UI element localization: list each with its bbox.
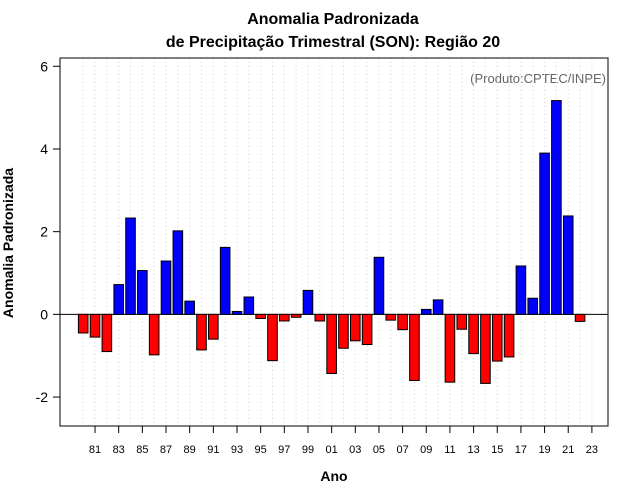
bar-1981 <box>89 313 101 338</box>
bar-1987 <box>160 260 172 315</box>
y-tick-label: -2 <box>36 389 49 405</box>
x-tick-label: 17 <box>515 444 527 456</box>
x-tick-label: 11 <box>444 444 455 456</box>
bar-1988 <box>172 230 184 315</box>
bar-2007 <box>397 313 408 331</box>
x-tick-label: 15 <box>491 444 503 456</box>
bar-2002 <box>338 313 349 349</box>
x-axis-title: Ano <box>320 468 347 484</box>
bar-2018 <box>527 297 539 315</box>
bar-1989 <box>184 300 195 315</box>
y-tick-label: 0 <box>40 306 48 322</box>
bar-2009 <box>420 308 432 315</box>
bar-1991 <box>208 313 219 340</box>
x-tick-label: 85 <box>136 444 148 456</box>
bar-2004 <box>361 313 373 346</box>
x-tick-label: 23 <box>586 444 598 456</box>
bar-2016 <box>503 313 515 358</box>
x-tick-label: 93 <box>231 444 243 456</box>
bar-1980 <box>77 313 89 334</box>
x-tick-label: 99 <box>302 444 314 456</box>
plot-frame <box>59 57 609 427</box>
bar-2006 <box>385 313 397 321</box>
x-tick-label: 09 <box>420 444 432 456</box>
bar-1992 <box>219 246 231 315</box>
bar-1990 <box>196 313 207 351</box>
x-tick-label: 87 <box>160 444 172 456</box>
x-tick-label: 19 <box>538 444 550 456</box>
bar-1994 <box>243 296 255 315</box>
bar-2010 <box>432 299 444 315</box>
x-tick-label: 07 <box>396 444 408 456</box>
bar-2017 <box>515 265 527 315</box>
x-tick-label: 97 <box>278 444 290 456</box>
bar-2014 <box>480 313 491 384</box>
bar-2011 <box>444 313 456 383</box>
y-tick-label: 4 <box>40 141 48 157</box>
y-tick-label: 2 <box>40 224 48 240</box>
grid-lines <box>82 58 593 426</box>
bar-2021 <box>562 215 574 315</box>
x-tick-label: 13 <box>467 444 479 456</box>
bar-1999 <box>302 289 314 315</box>
bar-2019 <box>539 152 550 315</box>
bar-2015 <box>491 313 503 362</box>
y-axis-title: Anomalia Padronizada <box>0 168 16 318</box>
bar-2001 <box>326 313 337 374</box>
bars <box>77 100 586 384</box>
bar-1993 <box>231 310 243 315</box>
bar-2012 <box>456 313 468 330</box>
chart-title: Anomalia Padronizada <box>247 11 419 28</box>
bar-2022 <box>574 313 586 322</box>
bar-2003 <box>349 313 361 342</box>
x-tick-label: 05 <box>373 444 385 456</box>
bar-1986 <box>148 313 160 356</box>
x-tick-label: 91 <box>207 444 219 456</box>
credit-label: (Produto:CPTEC/INPE) <box>470 71 606 86</box>
bar-1983 <box>113 284 124 315</box>
bar-2005 <box>373 256 385 315</box>
bar-2008 <box>409 313 420 382</box>
x-tick-label: 83 <box>113 444 125 456</box>
x-tick-label: 01 <box>326 444 338 456</box>
y-tick-label: 6 <box>40 58 48 74</box>
x-tick-label: 95 <box>255 444 267 456</box>
bar-1996 <box>267 313 278 362</box>
bar-1984 <box>125 217 136 315</box>
bar-2000 <box>314 313 326 322</box>
bar-1995 <box>255 313 266 319</box>
x-tick-label: 21 <box>562 444 574 456</box>
x-axis: 81 83 85 87 89 91 93 95 97 99 01 03 05 07 09 11 13 15 17 19… <box>89 426 598 456</box>
bar-1982 <box>101 313 113 353</box>
x-tick-label: 03 <box>349 444 361 456</box>
x-tick-label: 81 <box>89 444 101 456</box>
bar-1998 <box>290 313 302 318</box>
bar-2013 <box>468 313 479 355</box>
bar-2020 <box>551 100 562 315</box>
chart-subtitle: de Precipitação Trimestral (SON): Região… <box>166 34 500 51</box>
bar-1985 <box>137 270 148 315</box>
bar-1997 <box>279 313 290 322</box>
x-tick-label: 89 <box>184 444 196 456</box>
y-axis: -2 0 2 4 6 <box>36 58 60 405</box>
